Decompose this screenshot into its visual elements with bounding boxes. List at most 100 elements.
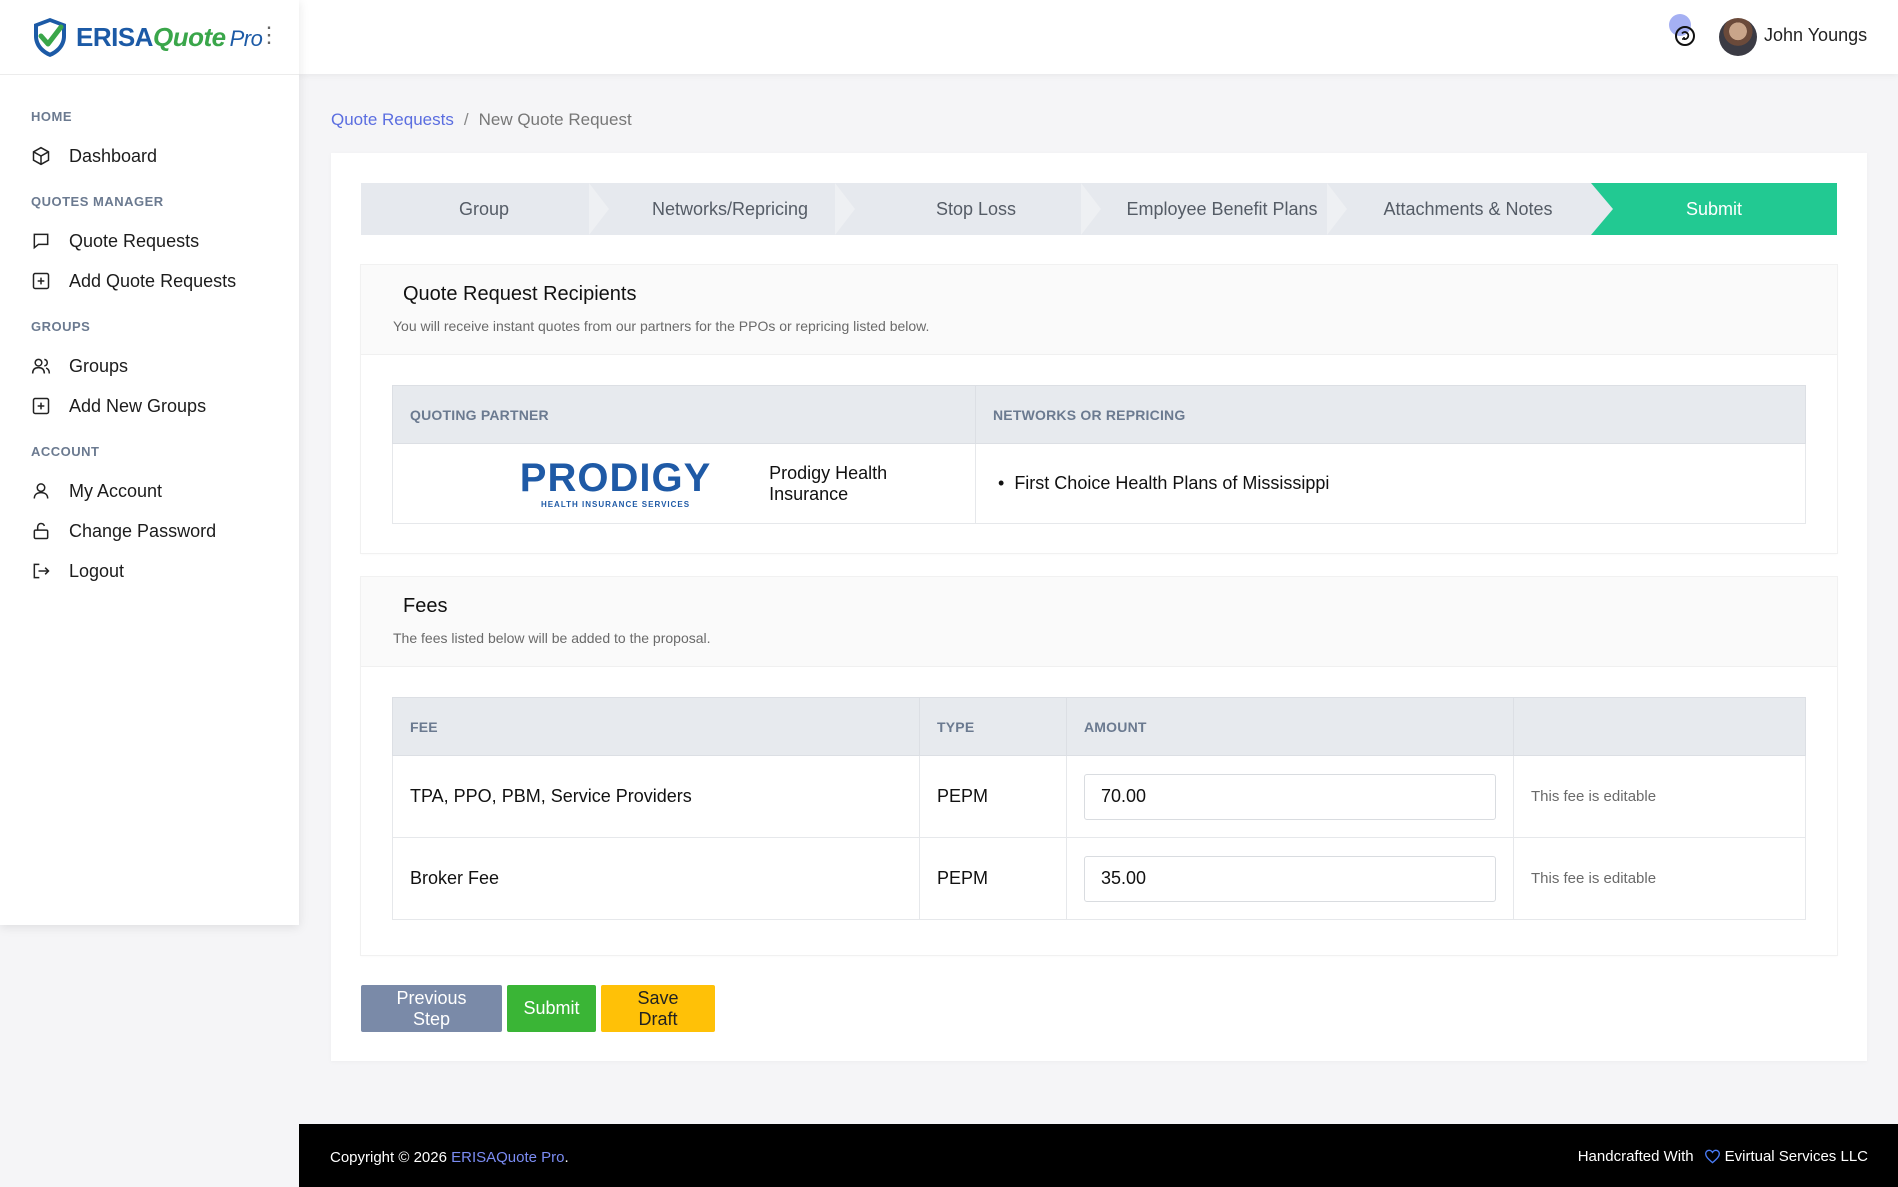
sidebar-item-label: Groups: [69, 355, 129, 376]
previous-step-button[interactable]: Previous Step: [361, 985, 502, 1032]
footer-brand-link[interactable]: ERISAQuote Pro: [451, 1149, 565, 1166]
menu-heading-groups: GROUPS: [31, 319, 91, 334]
fee-note: This fee is editable: [1513, 837, 1806, 920]
notification-button[interactable]: [1669, 14, 1697, 48]
topbar: John Youngs: [299, 0, 1898, 74]
col-amount: AMOUNT: [1066, 697, 1514, 756]
sidebar-item-add-new-groups[interactable]: Add New Groups: [31, 386, 299, 426]
menu-heading-home: HOME: [31, 109, 72, 124]
plus-square-icon: [32, 397, 50, 415]
sidebar-item-logout[interactable]: Logout: [31, 551, 299, 591]
step-attachments-notes[interactable]: Attachments & Notes: [1383, 198, 1553, 219]
breadcrumb: Quote Requests / New Quote Request: [331, 110, 632, 130]
sidebar-item-add-quote-requests[interactable]: Add Quote Requests: [31, 261, 299, 301]
sidebar-menu: HOME Dashboard QUOTES MANAGER Quote Request…: [0, 109, 299, 591]
shield-logo-icon: [34, 18, 66, 57]
notification-dot: [1669, 14, 1691, 36]
cube-icon: [32, 146, 50, 166]
fees-header: Fees The fees listed below will be added…: [361, 577, 1837, 667]
fees-title: Fees: [403, 595, 448, 617]
brand-erisa: ERISA: [76, 21, 153, 52]
logout-icon: [33, 563, 50, 579]
prodigy-logo: PRODIGY HEALTH INSURANCE SERVICES: [480, 458, 751, 509]
table-header-row: QUOTING PARTNER NETWORKS OR REPRICING: [392, 385, 1806, 444]
brand-header: ERISAQuote Pro ⋮: [0, 0, 299, 75]
step-group[interactable]: Group: [361, 183, 609, 235]
recipients-table: QUOTING PARTNER NETWORKS OR REPRICING PR…: [392, 385, 1806, 524]
fees-subtitle: The fees listed below will be added to t…: [393, 630, 711, 646]
recipients-subtitle: You will receive instant quotes from our…: [393, 318, 930, 334]
submit-button[interactable]: Submit: [507, 985, 596, 1032]
sidebar-item-my-account[interactable]: My Account: [31, 471, 299, 511]
avatar[interactable]: [1719, 18, 1757, 56]
company-name: Evirtual Services LLC: [1724, 1148, 1868, 1165]
fees-table: FEE TYPE AMOUNT TPA, PPO, PBM, Service P…: [392, 697, 1806, 920]
fee-type: PEPM: [919, 755, 1067, 838]
recipients-header: Quote Request Recipients You will receiv…: [361, 265, 1837, 355]
breadcrumb-current: New Quote Request: [478, 110, 632, 129]
recipients-title: Quote Request Recipients: [403, 283, 637, 305]
col-note: [1513, 697, 1806, 756]
network-item: First Choice Health Plans of Mississippi: [993, 473, 1329, 493]
partner-info: PRODIGY HEALTH INSURANCE SERVICES Prodig…: [410, 458, 958, 509]
users-icon: [31, 358, 51, 374]
table-row: PRODIGY HEALTH INSURANCE SERVICES Prodig…: [392, 443, 1806, 524]
sidebar-item-label: Add New Groups: [69, 395, 207, 416]
plus-square-icon: [32, 272, 50, 290]
col-fee: FEE: [392, 697, 920, 756]
step-stop-loss[interactable]: Stop Loss: [853, 183, 1101, 235]
fee-amount-input[interactable]: [1084, 855, 1496, 902]
sidebar-item-quote-requests[interactable]: Quote Requests: [31, 221, 299, 261]
user-name[interactable]: John Youngs: [1764, 25, 1868, 45]
chat-icon: [33, 233, 49, 250]
table-row: TPA, PPO, PBM, Service Providers PEPM Th…: [392, 755, 1806, 838]
sidebar-item-label: Change Password: [69, 520, 217, 541]
fee-name: TPA, PPO, PBM, Service Providers: [392, 755, 920, 838]
fee-amount-input[interactable]: [1084, 773, 1496, 820]
sidebar: ERISAQuote Pro ⋮ HOME Dashboard QUOTES MANA…: [0, 0, 299, 925]
sidebar-item-change-password[interactable]: Change Password: [31, 511, 299, 551]
save-draft-button[interactable]: Save Draft: [601, 985, 715, 1032]
step-submit-label: Submit: [1685, 198, 1743, 219]
unlock-icon: [33, 522, 49, 540]
col-networks-repricing: NETWORKS OR REPRICING: [975, 385, 1806, 444]
footer: Copyright © 2026 ERISAQuote Pro. Handcra…: [299, 1124, 1898, 1187]
breadcrumb-quote-requests[interactable]: Quote Requests: [331, 110, 454, 129]
brand-logo[interactable]: ERISAQuote Pro: [76, 21, 263, 53]
fees-panel: Fees The fees listed below will be added…: [361, 577, 1837, 955]
sidebar-item-label: Dashboard: [69, 145, 158, 166]
sidebar-item-groups[interactable]: Groups: [31, 346, 299, 386]
footer-credit: Handcrafted With Evirtual Services LLC: [1578, 1148, 1868, 1165]
sidebar-item-label: Quote Requests: [69, 230, 200, 251]
action-buttons: Previous Step Submit Save Draft: [361, 985, 715, 1032]
main-card: Group Networks/Repricing Stop Loss Emplo…: [331, 153, 1867, 1061]
table-header-row: FEE TYPE AMOUNT: [392, 697, 1806, 756]
copyright-text: Copyright © 2026: [330, 1149, 447, 1166]
kebab-menu-icon[interactable]: ⋮: [258, 22, 280, 47]
partner-name: Prodigy Health Insurance: [769, 462, 888, 504]
copyright-period: .: [564, 1149, 569, 1166]
breadcrumb-separator: /: [463, 110, 469, 129]
partner-cell: PRODIGY HEALTH INSURANCE SERVICES Prodig…: [392, 443, 976, 524]
sidebar-item-label: My Account: [69, 480, 163, 501]
step-networks-repricing[interactable]: Networks/Repricing: [607, 183, 855, 235]
sidebar-item-label: Logout: [69, 560, 125, 581]
table-row: Broker Fee PEPM This fee is editable: [392, 837, 1806, 920]
prodigy-logo-tagline: HEALTH INSURANCE SERVICES: [540, 500, 691, 509]
sidebar-item-dashboard[interactable]: Dashboard: [31, 136, 299, 176]
user-icon: [33, 483, 49, 499]
fee-amount-cell: [1066, 837, 1514, 920]
heart-icon: [1704, 1149, 1720, 1164]
menu-heading-quotes-manager: QUOTES MANAGER: [31, 194, 164, 209]
brand-quote: Quote: [152, 21, 226, 52]
fee-type: PEPM: [919, 837, 1067, 920]
fee-name: Broker Fee: [392, 837, 920, 920]
step-submit[interactable]: Submit: [1591, 183, 1837, 235]
recipients-panel: Quote Request Recipients You will receiv…: [361, 265, 1837, 553]
step-employee-benefit-plans[interactable]: Employee Benefit Plans: [1099, 183, 1347, 235]
handcrafted-text: Handcrafted With: [1577, 1148, 1694, 1165]
brand-pro: Pro: [229, 25, 263, 51]
col-type: TYPE: [919, 697, 1067, 756]
fee-note: This fee is editable: [1513, 755, 1806, 838]
sidebar-item-label: Add Quote Requests: [69, 270, 237, 291]
